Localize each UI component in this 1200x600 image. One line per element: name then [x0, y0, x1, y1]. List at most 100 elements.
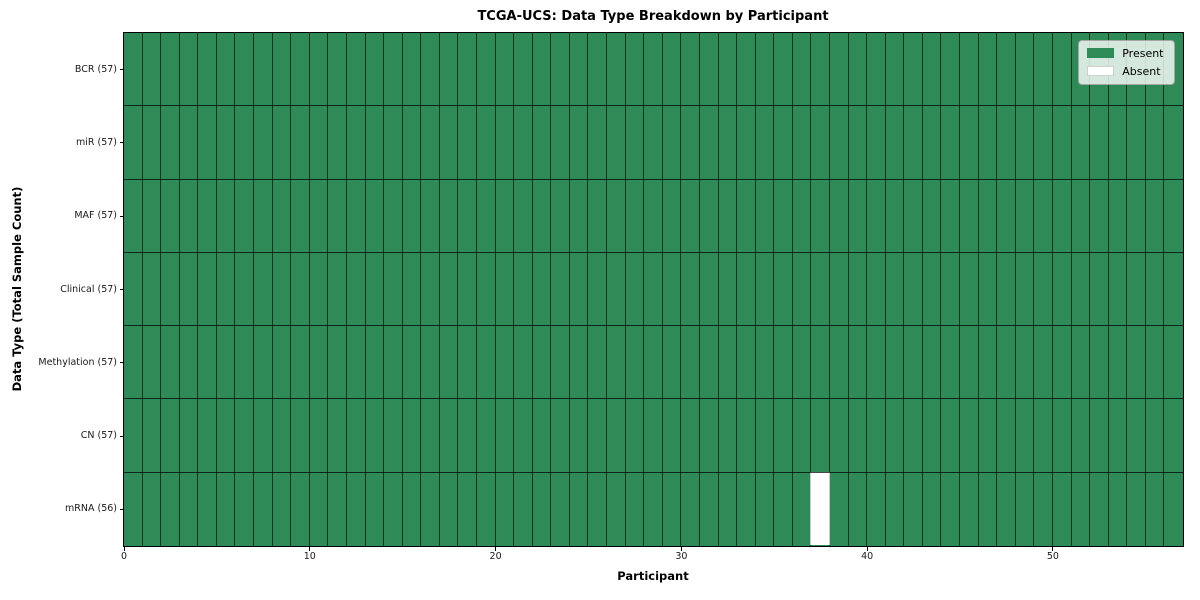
grid-hline — [123, 471, 1183, 473]
grid-vline — [680, 32, 682, 546]
xtick-label-30: 30 — [675, 551, 688, 562]
grid-vline — [940, 32, 942, 546]
grid-vline — [959, 32, 961, 546]
absent-cell-mRNA-p37 — [809, 472, 831, 546]
grid-vline — [996, 32, 998, 546]
xtick-mark — [495, 546, 497, 551]
grid-vline — [178, 32, 180, 546]
xtick-mark — [1052, 546, 1054, 551]
grid-vline — [253, 32, 255, 546]
grid-vline — [271, 32, 273, 546]
ytick-label-Clinical: Clinical (57) — [60, 283, 117, 295]
ytick-mark — [119, 289, 124, 290]
ytick-mark — [119, 215, 124, 217]
ytick-label-miR: miR (57) — [75, 136, 117, 148]
grid-vline — [643, 32, 645, 546]
legend-label-absent: Absent — [1122, 64, 1161, 78]
ytick-mark — [119, 142, 124, 144]
grid-vline — [866, 32, 868, 546]
grid-vline — [903, 32, 905, 546]
ytick-mark — [119, 508, 124, 510]
grid-vline — [476, 32, 477, 546]
grid-vline — [438, 32, 440, 546]
grid-vline — [308, 32, 310, 546]
grid-vline — [1070, 32, 1072, 546]
legend-label-present: Present — [1122, 46, 1164, 60]
xtick-mark — [680, 546, 682, 551]
legend-swatch-absent-icon — [1087, 66, 1115, 76]
grid-vline — [754, 32, 756, 546]
legend-item-absent: Absent — [1087, 65, 1163, 78]
x-axis-label: Participant — [617, 569, 689, 583]
ytick-mark — [119, 362, 124, 364]
grid-vline — [810, 32, 812, 546]
xtick-label-0: 0 — [120, 551, 128, 562]
grid-vline — [829, 32, 830, 546]
grid-vline — [383, 32, 385, 546]
grid-vline — [550, 32, 552, 546]
grid-vline — [364, 32, 366, 546]
grid-hline — [123, 325, 1183, 327]
grid-vline — [587, 32, 589, 546]
ytick-label-MAF: MAF (57) — [74, 210, 117, 222]
ytick-label-mRNA: mRNA (56) — [65, 503, 117, 515]
grid-vline — [736, 32, 738, 546]
grid-vline — [234, 32, 236, 546]
grid-vline — [1163, 32, 1165, 546]
grid-vline — [345, 32, 347, 546]
grid-vline — [568, 32, 570, 546]
legend: Present Absent — [1078, 39, 1175, 85]
grid-hline — [123, 178, 1183, 180]
grid-vline — [977, 32, 979, 546]
grid-vline — [847, 32, 849, 546]
grid-vline — [420, 32, 422, 546]
ytick-label-CN: CN (57) — [80, 430, 117, 442]
grid-vline — [791, 32, 793, 546]
grid-vline — [160, 32, 162, 546]
xtick-mark — [123, 546, 125, 551]
xtick-label-40: 40 — [861, 551, 874, 562]
grid-vline — [698, 32, 700, 546]
xtick-mark — [866, 546, 868, 551]
grid-vline — [1033, 32, 1035, 546]
chart-title: TCGA-UCS: Data Type Breakdown by Partici… — [477, 9, 829, 24]
xtick-mark — [309, 546, 311, 551]
grid-vline — [773, 32, 775, 546]
grid-vline — [624, 32, 626, 546]
grid-vline — [290, 32, 292, 546]
grid-vline — [884, 32, 886, 546]
grid-vline — [215, 32, 217, 546]
grid-vline — [1014, 32, 1016, 546]
grid-vline — [1107, 32, 1109, 546]
grid-vline — [661, 32, 663, 546]
grid-hline — [123, 251, 1183, 253]
grid-vline — [1089, 32, 1091, 546]
xtick-label-50: 50 — [1046, 551, 1059, 562]
grid-vline — [513, 32, 515, 546]
grid-vline — [197, 32, 199, 546]
ytick-label-Methylation: Methylation (57) — [38, 356, 117, 368]
grid-vline — [457, 32, 459, 546]
ytick-mark — [119, 69, 124, 71]
legend-swatch-present-icon — [1087, 48, 1115, 58]
grid-vline — [531, 32, 533, 546]
ytick-mark — [119, 435, 124, 437]
grid-hline — [123, 398, 1183, 400]
grid-vline — [717, 32, 719, 546]
grid-vline — [327, 32, 329, 546]
grid-vline — [401, 32, 403, 546]
grid-vline — [1144, 32, 1146, 546]
grid-vline — [1126, 32, 1128, 546]
grid-vline — [921, 32, 923, 546]
legend-item-present: Present — [1087, 46, 1164, 60]
xtick-label-10: 10 — [303, 551, 316, 562]
grid-vline — [494, 32, 496, 546]
xtick-label-20: 20 — [489, 551, 502, 562]
plot-area: Present Absent — [122, 31, 1184, 547]
grid-vline — [1051, 32, 1053, 546]
ytick-label-BCR: BCR (57) — [74, 63, 117, 75]
grid-vline — [606, 32, 608, 546]
grid-vline — [141, 32, 143, 546]
grid-hline — [123, 105, 1183, 107]
